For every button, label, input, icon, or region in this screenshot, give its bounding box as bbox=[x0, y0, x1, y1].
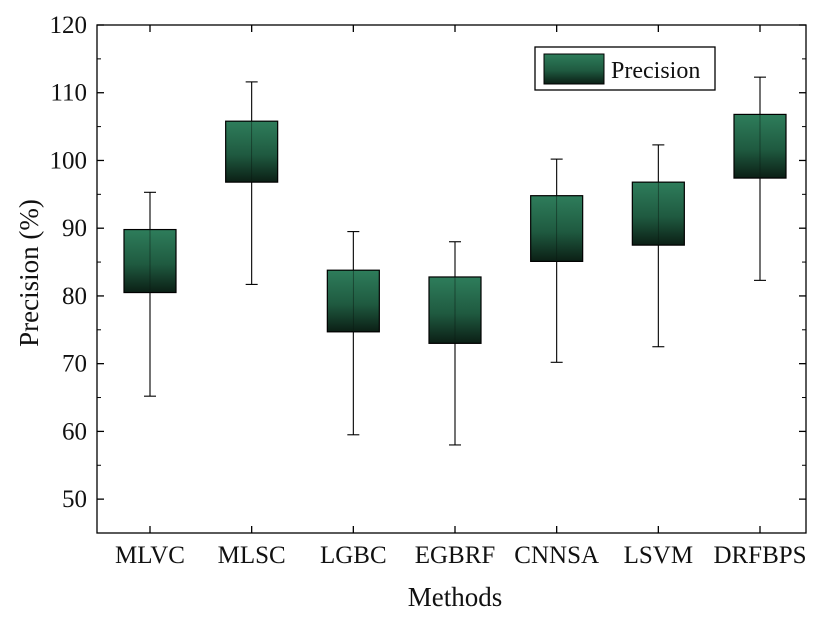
y-tick-label: 90 bbox=[62, 215, 87, 242]
y-tick-label: 80 bbox=[62, 283, 87, 310]
box-cnnsa bbox=[530, 158, 584, 363]
axes: 50 60 70 80 90 100 110 120 MLVC MLSC LGBC EGBRF CNNS… bbox=[50, 12, 807, 569]
box-mlvc bbox=[123, 191, 177, 397]
y-tick-label: 60 bbox=[62, 418, 87, 445]
y-tick-label: 100 bbox=[50, 147, 88, 174]
box-lsvm bbox=[631, 144, 685, 348]
legend-swatch bbox=[543, 53, 605, 85]
y-axis-title: Precision (%) bbox=[14, 199, 44, 347]
x-tick-label: DRFBPS bbox=[713, 542, 806, 569]
legend-label: Precision bbox=[611, 58, 700, 84]
legend: Precision bbox=[534, 46, 716, 91]
box-mlsc bbox=[225, 81, 279, 285]
y-tick-label: 70 bbox=[62, 351, 87, 378]
x-tick-label: LSVM bbox=[624, 542, 693, 569]
x-tick-label: MLVC bbox=[115, 542, 185, 569]
plot-frame bbox=[96, 24, 807, 534]
x-tick-label: EGBRF bbox=[415, 542, 496, 569]
x-axis-title: Methods bbox=[408, 582, 503, 612]
y-tick-label: 110 bbox=[50, 80, 87, 107]
plot-area bbox=[123, 76, 787, 446]
x-tick-label: CNNSA bbox=[514, 542, 599, 569]
y-tick-label: 120 bbox=[50, 12, 88, 39]
x-tick-label: MLSC bbox=[218, 542, 286, 569]
box-lgbc bbox=[326, 231, 380, 436]
x-tick-label: LGBC bbox=[320, 542, 387, 569]
y-tick-label: 50 bbox=[62, 486, 87, 513]
box-drfbps bbox=[733, 76, 787, 281]
box-egbrf bbox=[428, 241, 482, 446]
